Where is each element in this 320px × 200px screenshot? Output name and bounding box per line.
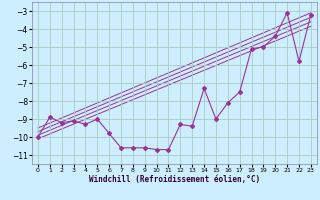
X-axis label: Windchill (Refroidissement éolien,°C): Windchill (Refroidissement éolien,°C) xyxy=(89,175,260,184)
